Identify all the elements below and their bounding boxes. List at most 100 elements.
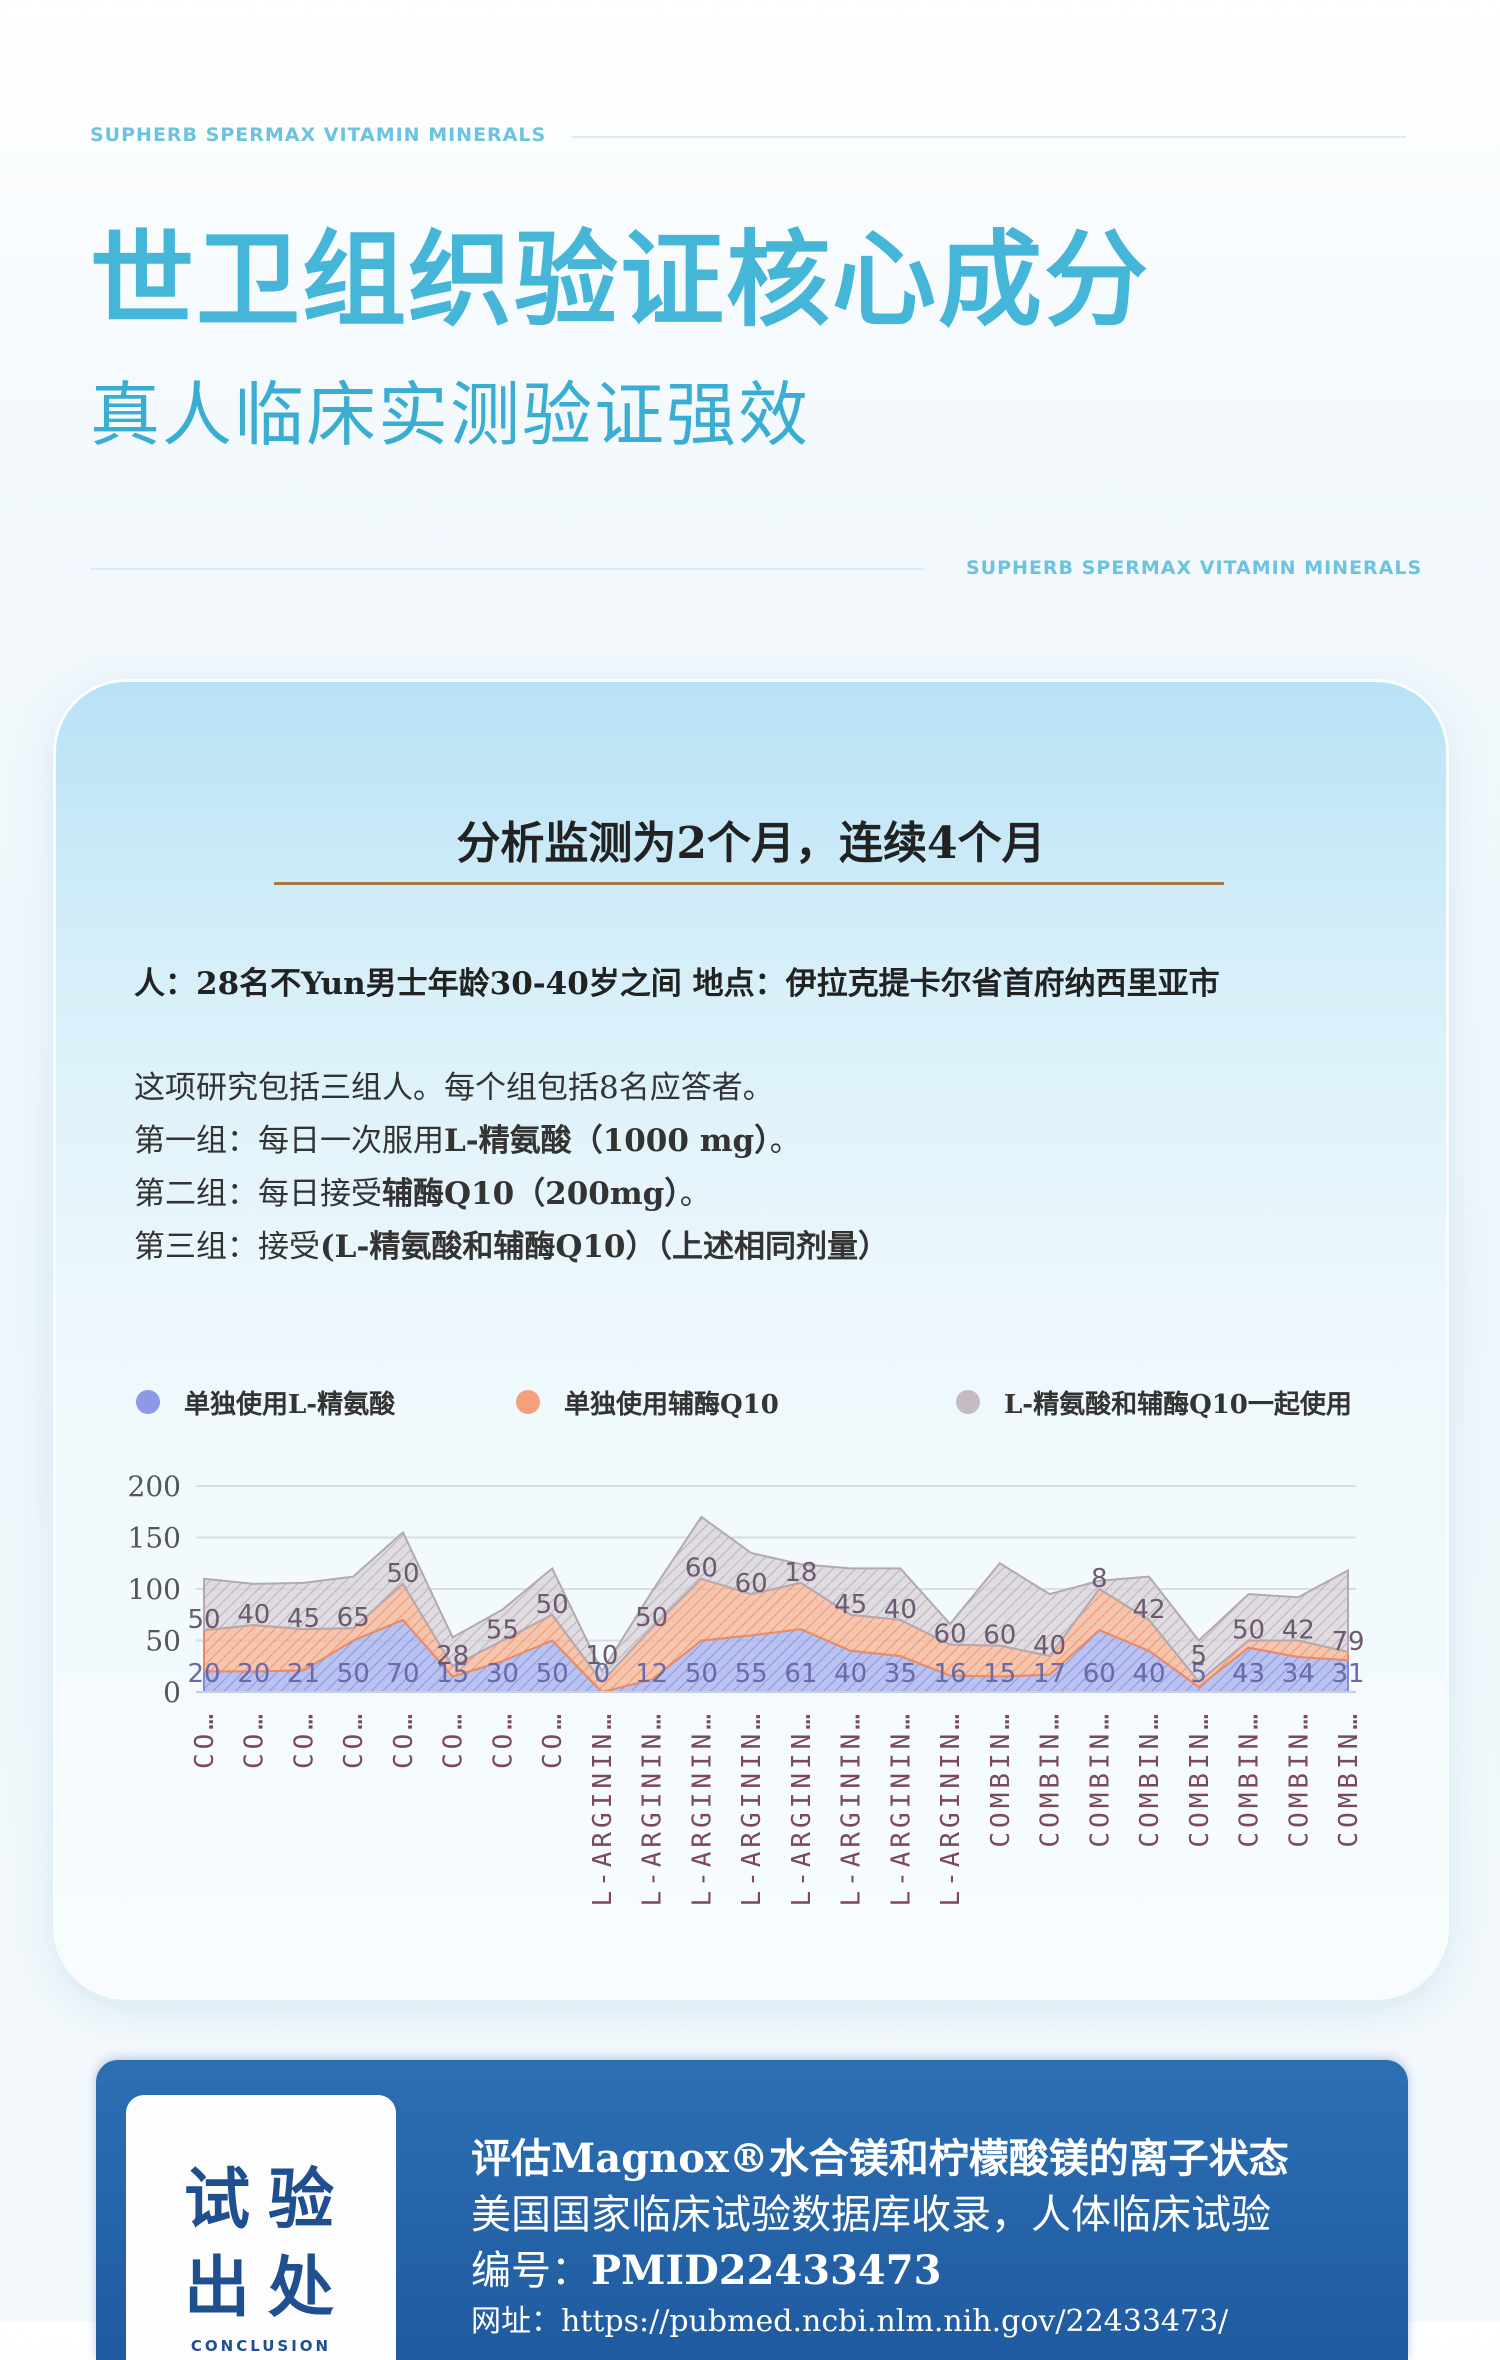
data-label: 20 xyxy=(237,1659,270,1689)
data-label: 65 xyxy=(337,1603,370,1633)
legend-swatch xyxy=(956,1390,980,1414)
brand-top: SUPHERB SPERMAX VITAMIN MINERALS xyxy=(90,124,547,146)
x-tick-label: CO… xyxy=(538,1710,568,1769)
data-label: 8 xyxy=(1091,1564,1108,1594)
description-line: 第一组：每日一次服用L-精氨酸（1000 mg）。 xyxy=(134,1123,801,1159)
description-line: 这项研究包括三组人。每个组包括8名应答者。 xyxy=(134,1070,774,1106)
x-tick-label: L-ARGININ… xyxy=(787,1710,817,1907)
card-title: 分析监测为2个月，连续4个月 xyxy=(456,818,1046,869)
description-line: 第三组：接受(L-精氨酸和辅酶Q10）（上述相同剂量） xyxy=(134,1229,889,1265)
data-label: 60 xyxy=(983,1621,1016,1651)
study-subjects: 人：28名不Yun男士年龄30-40岁之间 地点：伊拉克提卡尔省首府纳西里亚市 xyxy=(134,966,1220,1002)
y-tick-label: 100 xyxy=(128,1573,181,1606)
x-tick-label: CO… xyxy=(289,1710,319,1769)
x-tick-label: COMBIN… xyxy=(1085,1710,1115,1848)
data-label: 40 xyxy=(237,1600,270,1630)
data-label: 45 xyxy=(834,1590,867,1620)
legend-item-arginine: 单独使用L-精氨酸 xyxy=(136,1382,395,1422)
x-tick-label: CO… xyxy=(339,1710,369,1769)
data-label: 60 xyxy=(1083,1659,1116,1689)
data-label: 50 xyxy=(386,1559,419,1589)
data-label: 30 xyxy=(486,1659,519,1689)
stacked-area-chart: 2050204021455065705015283055505001012505… xyxy=(128,1470,1365,1907)
data-label: 0 xyxy=(594,1659,611,1689)
data-label: 50 xyxy=(635,1603,668,1633)
reference-id: 编号：PMID22433473 xyxy=(471,2247,942,2294)
x-tick-label: COMBIN… xyxy=(1185,1710,1215,1848)
top-divider xyxy=(572,136,1406,138)
legend-label: 单独使用辅酶Q10 xyxy=(564,1389,779,1420)
x-tick-label: CO… xyxy=(240,1710,270,1769)
data-label: 34 xyxy=(1282,1659,1315,1689)
data-label: 42 xyxy=(1282,1616,1315,1646)
mid-divider xyxy=(90,568,924,570)
data-label: 55 xyxy=(486,1616,519,1646)
data-label: 31 xyxy=(1331,1659,1364,1689)
badge-title: 试验出处 xyxy=(184,2160,352,2326)
data-label: 35 xyxy=(884,1659,917,1689)
x-tick-label: L-ARGININ… xyxy=(638,1710,668,1907)
data-label: 50 xyxy=(536,1659,569,1689)
data-label: 50 xyxy=(337,1659,370,1689)
data-label: 17 xyxy=(1033,1659,1066,1689)
reference-source: 美国国家临床试验数据库收录，人体临床试验 xyxy=(471,2192,1271,2238)
x-tick-label: CO… xyxy=(439,1710,469,1769)
y-tick-label: 200 xyxy=(128,1470,181,1503)
reference-panel: 试验出处 CONCLUSION 评估Magnox®水合镁和柠檬酸镁的离子状态 美… xyxy=(96,2060,1408,2360)
data-label: 16 xyxy=(934,1659,967,1689)
data-label: 5 xyxy=(1191,1659,1208,1689)
page-title: 世卫组织验证核心成分 xyxy=(90,219,1151,341)
data-label: 70 xyxy=(386,1659,419,1689)
x-tick-label: CO… xyxy=(488,1710,518,1769)
data-label: 20 xyxy=(187,1659,220,1689)
data-label: 79 xyxy=(1331,1627,1364,1657)
source-badge: 试验出处 CONCLUSION xyxy=(126,2095,396,2360)
x-tick-label: L-ARGININ… xyxy=(588,1710,618,1907)
x-tick-label: L-ARGININ… xyxy=(687,1710,717,1907)
legend-item-coq10: 单独使用辅酶Q10 xyxy=(516,1382,779,1422)
x-tick-label: CO… xyxy=(389,1710,419,1769)
area-series-combined xyxy=(203,1515,1349,1684)
badge-subtitle: CONCLUSION xyxy=(190,2337,332,2355)
card-title-underline xyxy=(274,882,1224,885)
data-label: 28 xyxy=(436,1641,469,1671)
legend-swatch xyxy=(136,1390,160,1414)
x-tick-label: COMBIN… xyxy=(986,1710,1016,1848)
data-label: 55 xyxy=(735,1659,768,1689)
y-tick-label: 0 xyxy=(163,1676,181,1709)
data-label: 43 xyxy=(1232,1659,1265,1689)
data-label: 50 xyxy=(187,1605,220,1635)
x-tick-label: CO… xyxy=(190,1710,220,1769)
legend-label: 单独使用L-精氨酸 xyxy=(184,1389,396,1420)
x-tick-label: COMBIN… xyxy=(1235,1710,1265,1848)
data-label: 50 xyxy=(1232,1616,1265,1646)
study-card: 分析监测为2个月，连续4个月 人：28名不Yun男士年龄30-40岁之间 地点：… xyxy=(56,682,1446,1997)
data-label: 45 xyxy=(287,1604,320,1634)
legend-label: L-精氨酸和辅酶Q10一起使用 xyxy=(1004,1389,1352,1420)
x-tick-label: L-ARGININ… xyxy=(886,1710,916,1907)
chart-legend: 单独使用L-精氨酸 单独使用辅酶Q10 L-精氨酸和辅酶Q10一起使用 xyxy=(136,1382,1436,1422)
x-tick-label: COMBIN… xyxy=(1284,1710,1314,1848)
data-label: 15 xyxy=(983,1659,1016,1689)
data-label: 21 xyxy=(287,1659,320,1689)
data-label: 42 xyxy=(1132,1595,1165,1625)
study-description: 这项研究包括三组人。每个组包括8名应答者。 第一组：每日一次服用L-精氨酸（10… xyxy=(134,1062,889,1274)
reference-title: 评估Magnox®水合镁和柠檬酸镁的离子状态 xyxy=(471,2135,1289,2182)
data-label: 18 xyxy=(784,1558,817,1588)
x-tick-label: COMBIN… xyxy=(1135,1710,1165,1848)
data-label: 60 xyxy=(685,1554,718,1584)
y-tick-label: 150 xyxy=(128,1522,181,1555)
x-tick-label: L-ARGININ… xyxy=(837,1710,867,1907)
data-label: 40 xyxy=(834,1659,867,1689)
page-subtitle: 真人临床实测验证强效 xyxy=(90,374,810,456)
brand-bottom: SUPHERB SPERMAX VITAMIN MINERALS xyxy=(966,557,1423,579)
data-label: 50 xyxy=(536,1590,569,1620)
y-tick-label: 50 xyxy=(145,1625,181,1658)
reference-url[interactable]: 网址：https://pubmed.ncbi.nlm.nih.gov/22433… xyxy=(471,2304,1229,2339)
x-tick-label: L-ARGININ… xyxy=(936,1710,966,1907)
x-tick-label: COMBIN… xyxy=(1036,1710,1066,1848)
data-label: 50 xyxy=(685,1659,718,1689)
data-label: 61 xyxy=(784,1659,817,1689)
data-label: 40 xyxy=(1033,1631,1066,1661)
description-line: 第二组：每日接受辅酶Q10（200mg）。 xyxy=(134,1176,711,1212)
